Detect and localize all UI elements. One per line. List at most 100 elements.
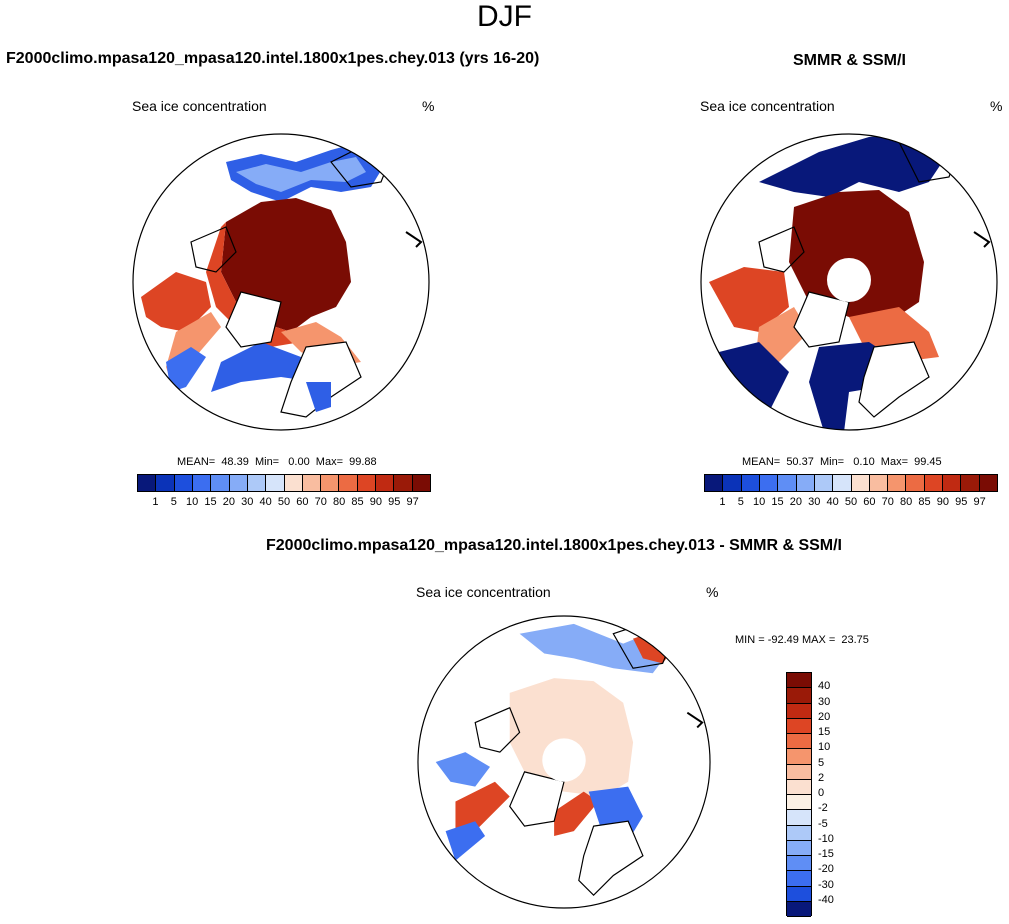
colorbar-cell (787, 810, 811, 826)
colorbar-cell (943, 475, 962, 491)
colorbar-tick-label: 95 (955, 496, 968, 508)
negative-difference (435, 752, 490, 787)
panel-3-units: % (706, 584, 719, 600)
central-arctic-ice (789, 190, 924, 322)
colorbar-tick-label: 30 (241, 496, 254, 508)
colorbar-cell (961, 475, 980, 491)
colorbar-tick-label: 20 (789, 496, 802, 508)
colorbar-cell (247, 475, 267, 491)
panel-2-title: SMMR & SSM/I (793, 52, 906, 69)
near-zero-difference (509, 678, 634, 797)
colorbar-cell (787, 886, 811, 902)
map-boundary (700, 133, 998, 431)
colorbar-cell (138, 475, 157, 491)
colorbar-tick-label: 10 (753, 496, 766, 508)
baffin-ice (141, 272, 211, 332)
colorbar-cell (787, 795, 811, 811)
panel-1-variable: Sea ice concentration (132, 98, 267, 114)
colorbar-tick-label: 40 (818, 680, 831, 693)
colorbar-tick-label: 70 (314, 496, 327, 508)
panel-2-colorbar-labels: 1 5 10 15 20 30 40 50 60 70 80 85 90 95 97 (704, 496, 998, 510)
colorbar-tick-label: 85 (918, 496, 931, 508)
colorbar-tick-label: 10 (818, 741, 831, 754)
coast-fragment (973, 231, 991, 248)
colorbar-tick-label: 30 (808, 496, 821, 508)
colorbar-tick-label: 0 (818, 787, 825, 799)
colorbar-cell (796, 475, 815, 491)
panel-1-colorbar-labels: 1 5 10 15 20 30 40 50 60 70 80 85 90 95 97 (137, 496, 431, 510)
colorbar-cell (339, 475, 358, 491)
colorbar-cell (787, 856, 811, 872)
colorbar-tick-label: -40 (818, 893, 834, 906)
colorbar-cell (833, 475, 852, 491)
colorbar-tick-label: -2 (818, 802, 828, 815)
colorbar-tick-label: 5 (170, 496, 177, 508)
colorbar-cell (741, 475, 760, 491)
scandinavia-coast (578, 820, 644, 897)
colorbar-tick-label: 97 (406, 496, 419, 508)
colorbar-tick-label: -10 (818, 832, 834, 845)
pole-hole (542, 738, 586, 782)
colorbar-cell (284, 475, 303, 491)
colorbar-cell (394, 475, 413, 491)
panel-2-variable: Sea ice concentration (700, 98, 835, 114)
colorbar-cell (412, 475, 430, 491)
ice-gradient (206, 222, 301, 347)
colorbar-cells (704, 474, 998, 492)
canadian-archipelago-coast (474, 706, 521, 753)
colorbar-cell (302, 475, 322, 491)
panel-3-variable: Sea ice concentration (416, 584, 551, 600)
coast-fragment (405, 231, 423, 248)
colorbar-tick-label: 30 (818, 695, 831, 708)
colorbar-cell (321, 475, 340, 491)
panel-3-title: F2000climo.mpasa120_mpasa120.intel.1800x… (266, 537, 842, 554)
map-boundary (132, 133, 430, 431)
colorbar-tick-label: 85 (351, 496, 364, 508)
colorbar-tick-label: 97 (973, 496, 986, 508)
colorbar-tick-label: 40 (259, 496, 272, 508)
colorbar-cells (137, 474, 431, 492)
greenland-coast (225, 291, 282, 348)
colorbar-cell (869, 475, 889, 491)
panel-1-map (131, 132, 431, 432)
colorbar-cell (787, 871, 811, 887)
colorbar-cell (787, 688, 811, 704)
panel-2-stats: MEAN= 50.37 Min= 0.10 Max= 99.45 (742, 456, 942, 468)
colorbar-cell (192, 475, 212, 491)
panel-2-map-svg (700, 133, 998, 431)
panel-2-colorbar (704, 474, 998, 492)
panel-1-stats: MEAN= 48.39 Min= 0.00 Max= 99.88 (177, 456, 377, 468)
canadian-archipelago-coast (190, 226, 237, 273)
colorbar-tick-label: 70 (881, 496, 894, 508)
panel-1-map-svg (132, 133, 430, 431)
colorbar-tick-label: 60 (296, 496, 309, 508)
colorbar-cell (376, 475, 395, 491)
colorbar-tick-label: -15 (818, 848, 834, 860)
colorbar-tick-label: 2 (818, 771, 825, 784)
colorbar-tick-label: -5 (818, 817, 828, 830)
colorbar-tick-label: 90 (936, 496, 949, 508)
colorbar-cell (787, 779, 811, 795)
colorbar-cell (787, 840, 811, 856)
baltic-ice (306, 382, 331, 412)
scandinavia-coast (858, 341, 930, 418)
colorbar-tick-label: 60 (863, 496, 876, 508)
colorbar-cell (906, 475, 925, 491)
colorbar-cell (787, 734, 811, 750)
panel-2-map (699, 132, 999, 432)
colorbar-cell (979, 475, 997, 491)
colorbar-tick-label: 20 (818, 710, 831, 723)
colorbar-tick-label: 1 (719, 496, 726, 508)
colorbar-tick-label: 95 (388, 496, 401, 508)
baffin-ice (709, 267, 789, 332)
colorbar-cell (229, 475, 248, 491)
colorbar-tick-label: 20 (222, 496, 235, 508)
colorbar-cell (266, 475, 285, 491)
colorbar-tick-label: 5 (818, 756, 825, 769)
colorbar-cell (787, 749, 811, 765)
canadian-archipelago-coast (758, 226, 805, 273)
labrador-edge (166, 347, 206, 392)
panel-1-colorbar (137, 474, 431, 492)
colorbar-cell (851, 475, 870, 491)
figure-title: DJF (477, 0, 532, 33)
